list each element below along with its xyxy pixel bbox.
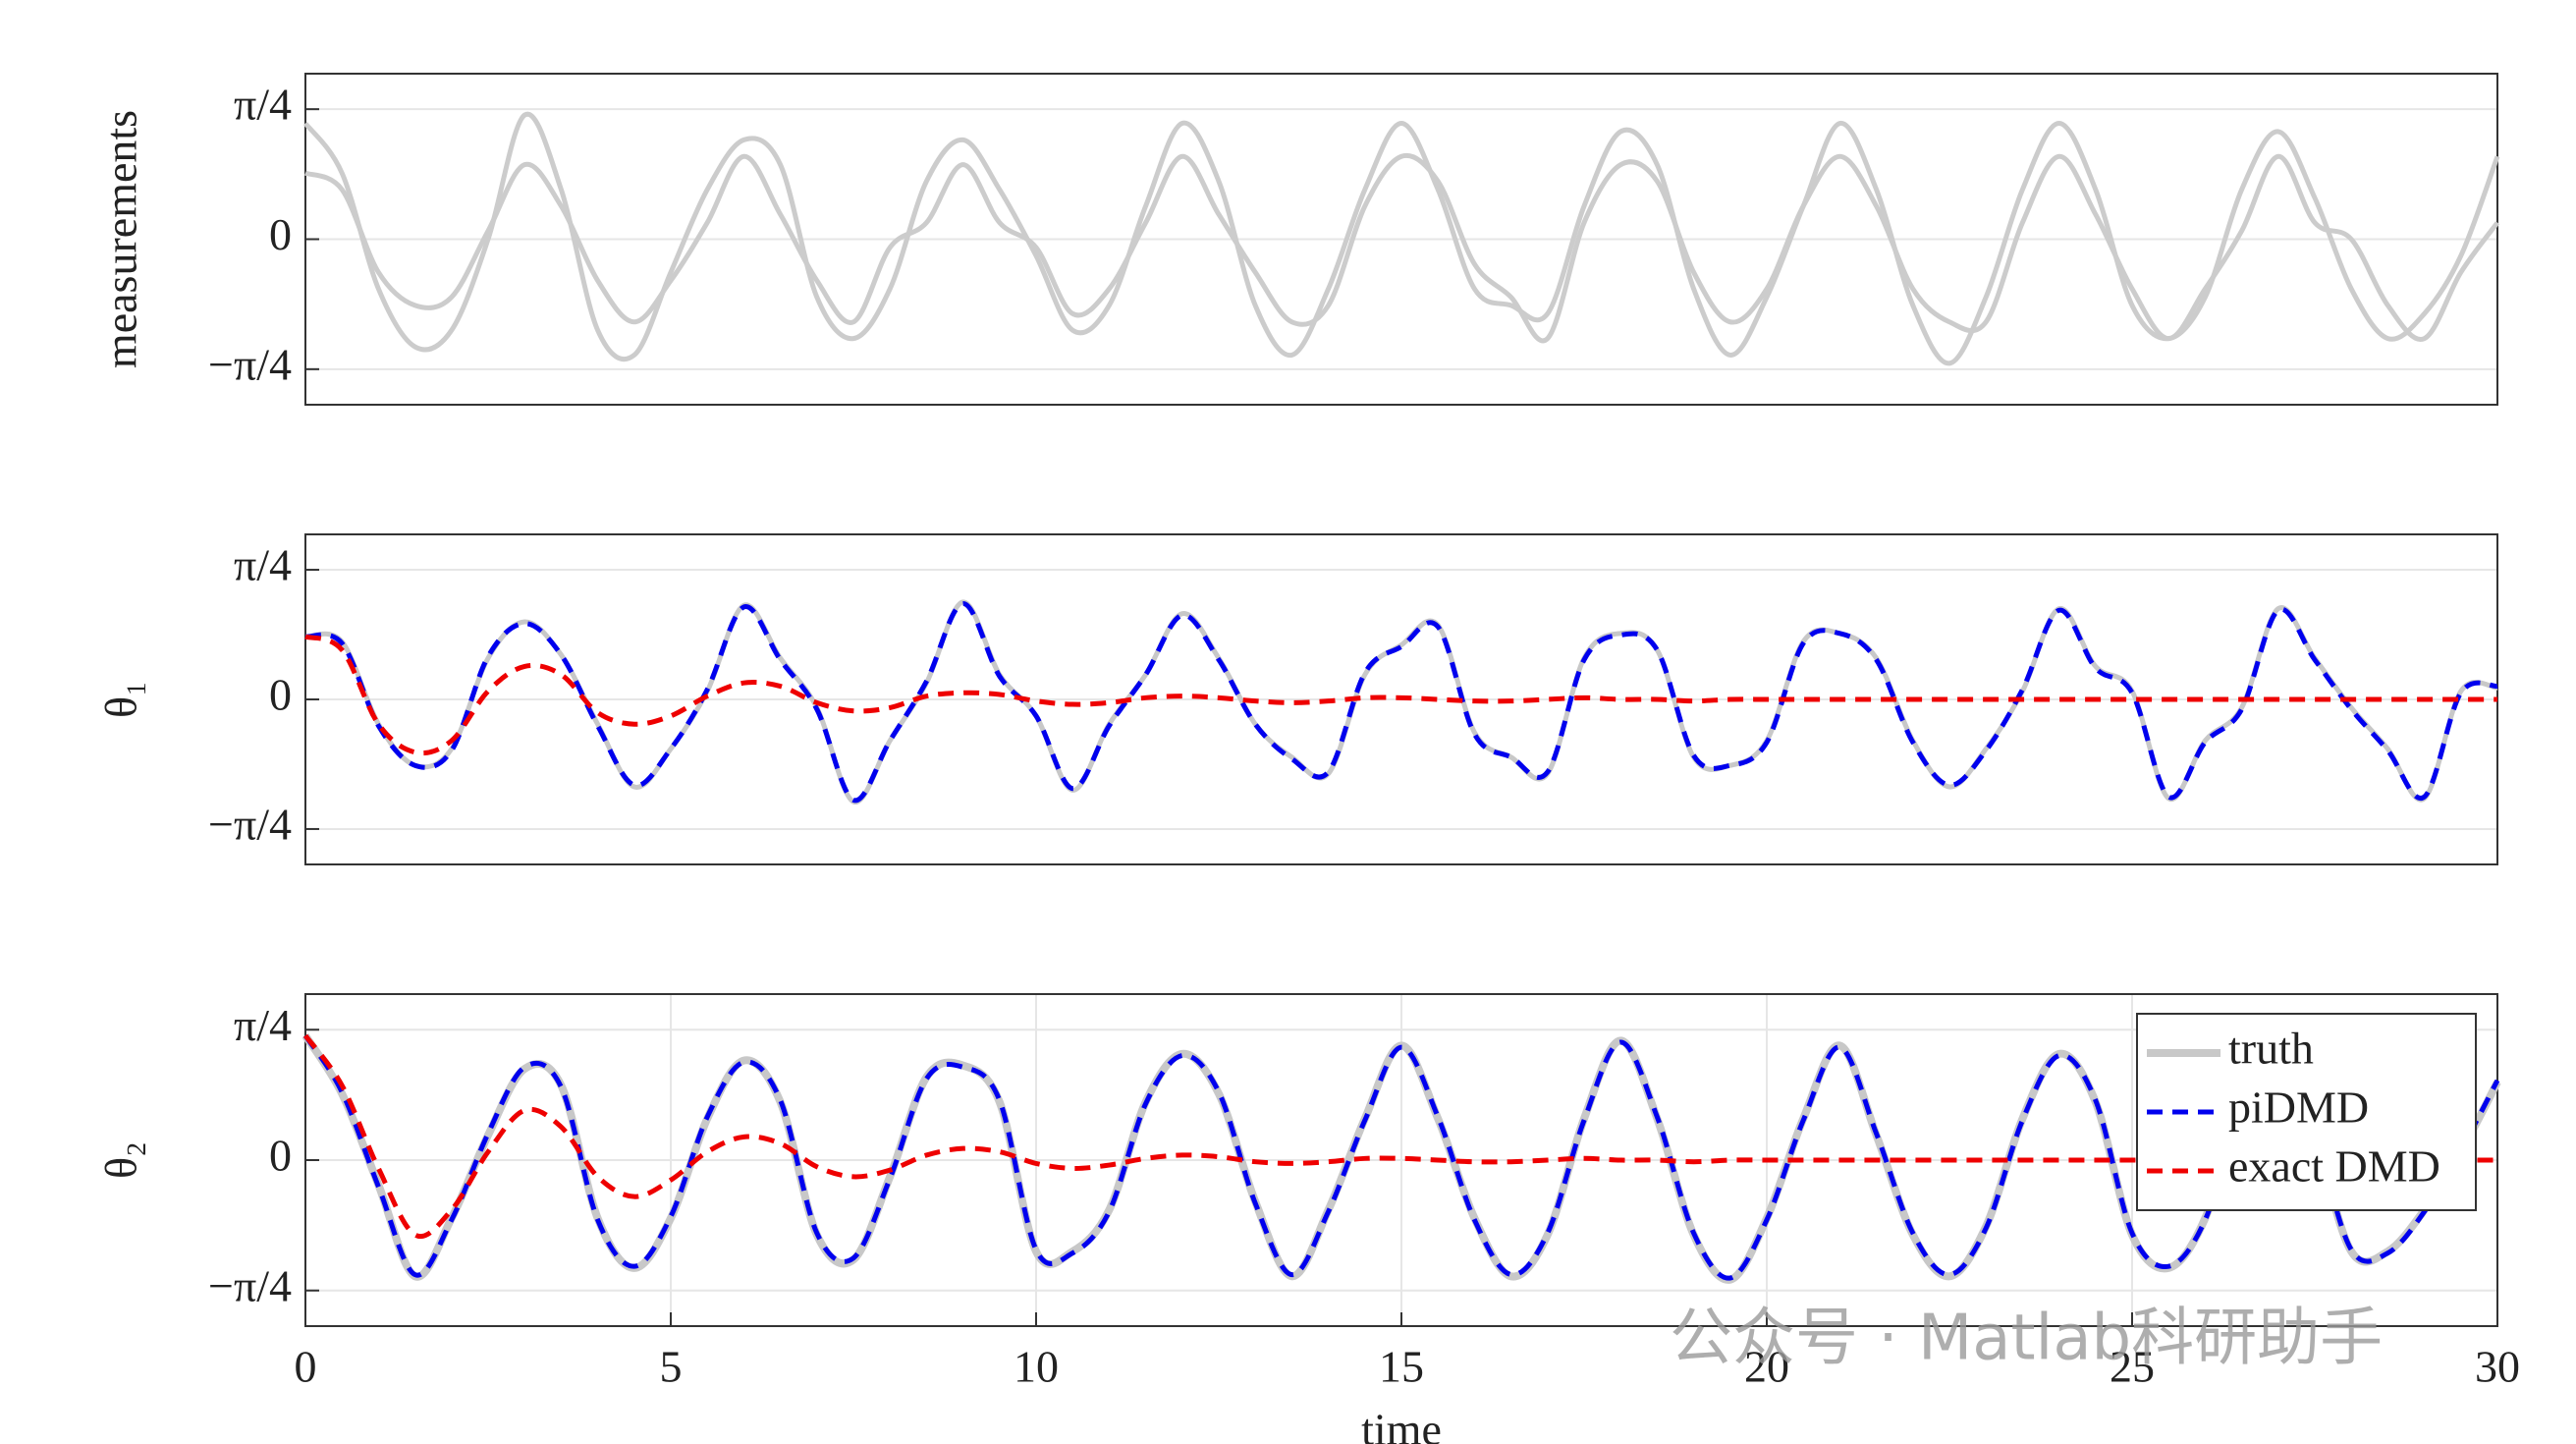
x-axis-label: time bbox=[1361, 1405, 1442, 1444]
y-axis-label: θ₁ bbox=[96, 681, 146, 718]
x-tick-label: 10 bbox=[1014, 1342, 1059, 1392]
y-tick-label: −π/4 bbox=[208, 339, 292, 389]
series-line bbox=[302, 111, 2500, 366]
y-tick-label: π/4 bbox=[234, 1000, 292, 1050]
y-tick-label: −π/4 bbox=[208, 1260, 292, 1310]
x-tick-label: 25 bbox=[2110, 1342, 2155, 1392]
series-line bbox=[303, 152, 2500, 344]
axes-frame bbox=[304, 993, 2498, 1327]
x-tick-label: 30 bbox=[2475, 1342, 2520, 1392]
x-tick-label: 20 bbox=[1744, 1342, 1789, 1392]
x-tick-label: 5 bbox=[660, 1342, 683, 1392]
legend-box bbox=[2136, 1013, 2477, 1211]
series-line bbox=[301, 1030, 2501, 1284]
legend-label: truth bbox=[2228, 1024, 2314, 1074]
y-tick-label: 0 bbox=[269, 209, 292, 259]
series-line bbox=[304, 601, 2498, 804]
y-tick-label: π/4 bbox=[234, 540, 292, 590]
legend-label: exact DMD bbox=[2228, 1141, 2440, 1192]
series-line bbox=[304, 634, 2497, 756]
x-tick-label: 0 bbox=[295, 1342, 317, 1392]
watermark: 公众号 · Matlab科研助手 bbox=[1670, 1303, 2383, 1375]
y-tick-label: 0 bbox=[269, 670, 292, 720]
x-tick-label: 15 bbox=[1379, 1342, 1424, 1392]
axes-frame bbox=[304, 73, 2498, 406]
series-line bbox=[302, 1033, 2497, 1240]
y-tick-label: 0 bbox=[269, 1131, 292, 1181]
legend-label: piDMD bbox=[2228, 1083, 2369, 1133]
y-axis-label: measurements bbox=[96, 110, 146, 368]
series-line bbox=[302, 1033, 2500, 1281]
y-axis-label: θ₂ bbox=[96, 1141, 146, 1179]
y-tick-label: −π/4 bbox=[208, 800, 292, 850]
y-tick-label: π/4 bbox=[234, 80, 292, 130]
